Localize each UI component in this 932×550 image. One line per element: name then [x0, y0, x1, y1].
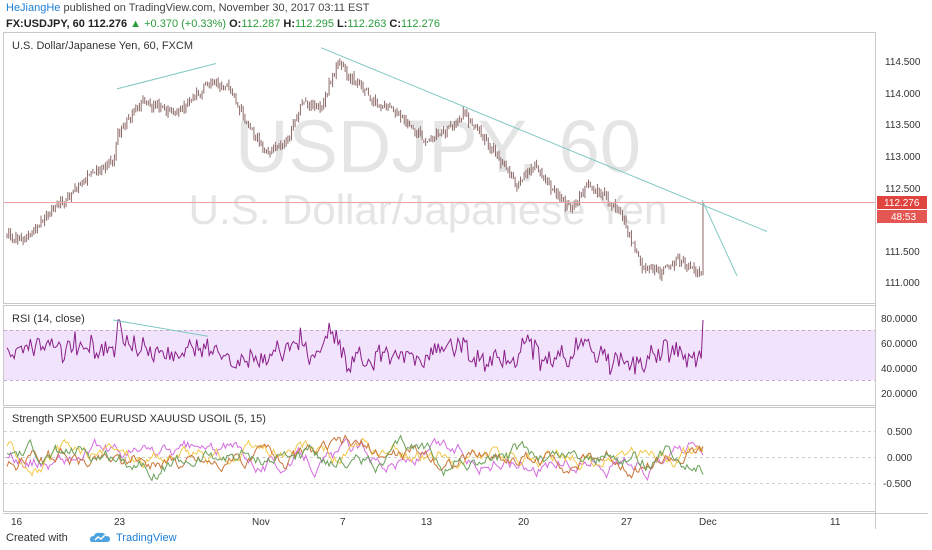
rsi-tick-40: 40.0000 [881, 364, 918, 375]
x-tick-7: 7 [340, 517, 346, 528]
trendline-2 [320, 47, 768, 232]
x-tick-20: 20 [518, 517, 530, 528]
rsi-tick-60: 60.0000 [881, 339, 918, 350]
close-value: 112.276 [401, 18, 440, 30]
strength-series [6, 434, 704, 482]
strength-title: Strength SPX500 EURUSD XAUUSD USOIL (5, … [12, 413, 266, 425]
trendline-3 [701, 199, 738, 277]
watermark-name: U.S. Dollar/Japanese Yen [189, 186, 668, 233]
y-tick-113000: 113.000 [885, 152, 921, 163]
last-price: 112.276 [87, 18, 128, 30]
main-title: U.S. Dollar/Japanese Yen, 60, FXCM [12, 40, 193, 52]
created-with-label: Created with [6, 532, 68, 544]
trendlines[interactable] [116, 47, 768, 277]
up-arrow-icon: ▲ [130, 18, 142, 30]
chart-frame[interactable]: USDJPY, 60 U.S. Dollar/Japanese Yen U.S.… [3, 32, 928, 529]
trendline-1 [116, 63, 217, 90]
y-tick-111500: 111.500 [885, 247, 920, 258]
str-tick-05: 0.500 [887, 427, 912, 438]
time-badge [877, 210, 927, 223]
price-badge [877, 196, 927, 209]
rsi-series [6, 319, 704, 375]
str-tick-0: 0.000 [887, 453, 912, 464]
time-badge-text: 48:53 [891, 212, 916, 223]
open-label: O: [229, 18, 242, 30]
candles [6, 58, 704, 282]
tradingview-link[interactable]: TradingView [116, 532, 177, 544]
y-tick-113500: 113.500 [885, 120, 921, 131]
rsi-tick-80: 80.0000 [881, 314, 918, 325]
high-label: H: [283, 18, 295, 30]
x-tick-13: 13 [421, 517, 433, 528]
y-tick-111000: 111.000 [885, 278, 920, 289]
ohlc-line: FX:USDJPY, 60 112.276 ▲ +0.370 (+0.33%) … [6, 18, 440, 30]
open-value: 112.287 [241, 18, 281, 30]
author-link[interactable]: HeJiangHe [6, 2, 61, 14]
y-tick-112500: 112.500 [885, 184, 921, 195]
rsi-trendline [112, 319, 209, 337]
chart-svg[interactable]: USDJPY, 60 U.S. Dollar/Japanese Yen U.S.… [3, 32, 928, 529]
footer: Created with TradingView [4, 530, 932, 550]
symbol-label: FX:USDJPY, 60 [6, 18, 85, 30]
rsi-line [6, 319, 704, 375]
y-tick-114500: 114.500 [885, 57, 921, 68]
rsi-band [4, 330, 875, 380]
x-tick-dec: Dec [699, 517, 717, 528]
y-tick-114000: 114.000 [885, 89, 921, 100]
low-value: 112.263 [347, 18, 387, 30]
rsi-tick-20: 20.0000 [881, 389, 918, 400]
rsi-title: RSI (14, close) [12, 313, 85, 325]
strength-usoil-line [6, 434, 704, 482]
price-badge-text: 112.276 [884, 198, 920, 209]
x-tick-11: 11 [830, 517, 841, 528]
str-tick-m05: -0.500 [883, 479, 912, 490]
x-tick-27: 27 [621, 517, 633, 528]
high-value: 112.295 [294, 18, 334, 30]
price-change: +0.370 (+0.33%) [144, 18, 227, 30]
watermark-symbol: USDJPY, 60 [235, 105, 641, 188]
x-tick-23: 23 [114, 517, 126, 528]
close-label: C: [389, 18, 402, 30]
publish-line: HeJiangHe published on TradingView.com, … [6, 2, 369, 14]
tradingview-cloud-icon [90, 532, 110, 542]
publish-info: published on TradingView.com, November 3… [63, 2, 370, 14]
x-tick-nov: Nov [252, 517, 270, 528]
x-tick-16: 16 [11, 517, 23, 528]
low-label: L: [337, 18, 348, 30]
